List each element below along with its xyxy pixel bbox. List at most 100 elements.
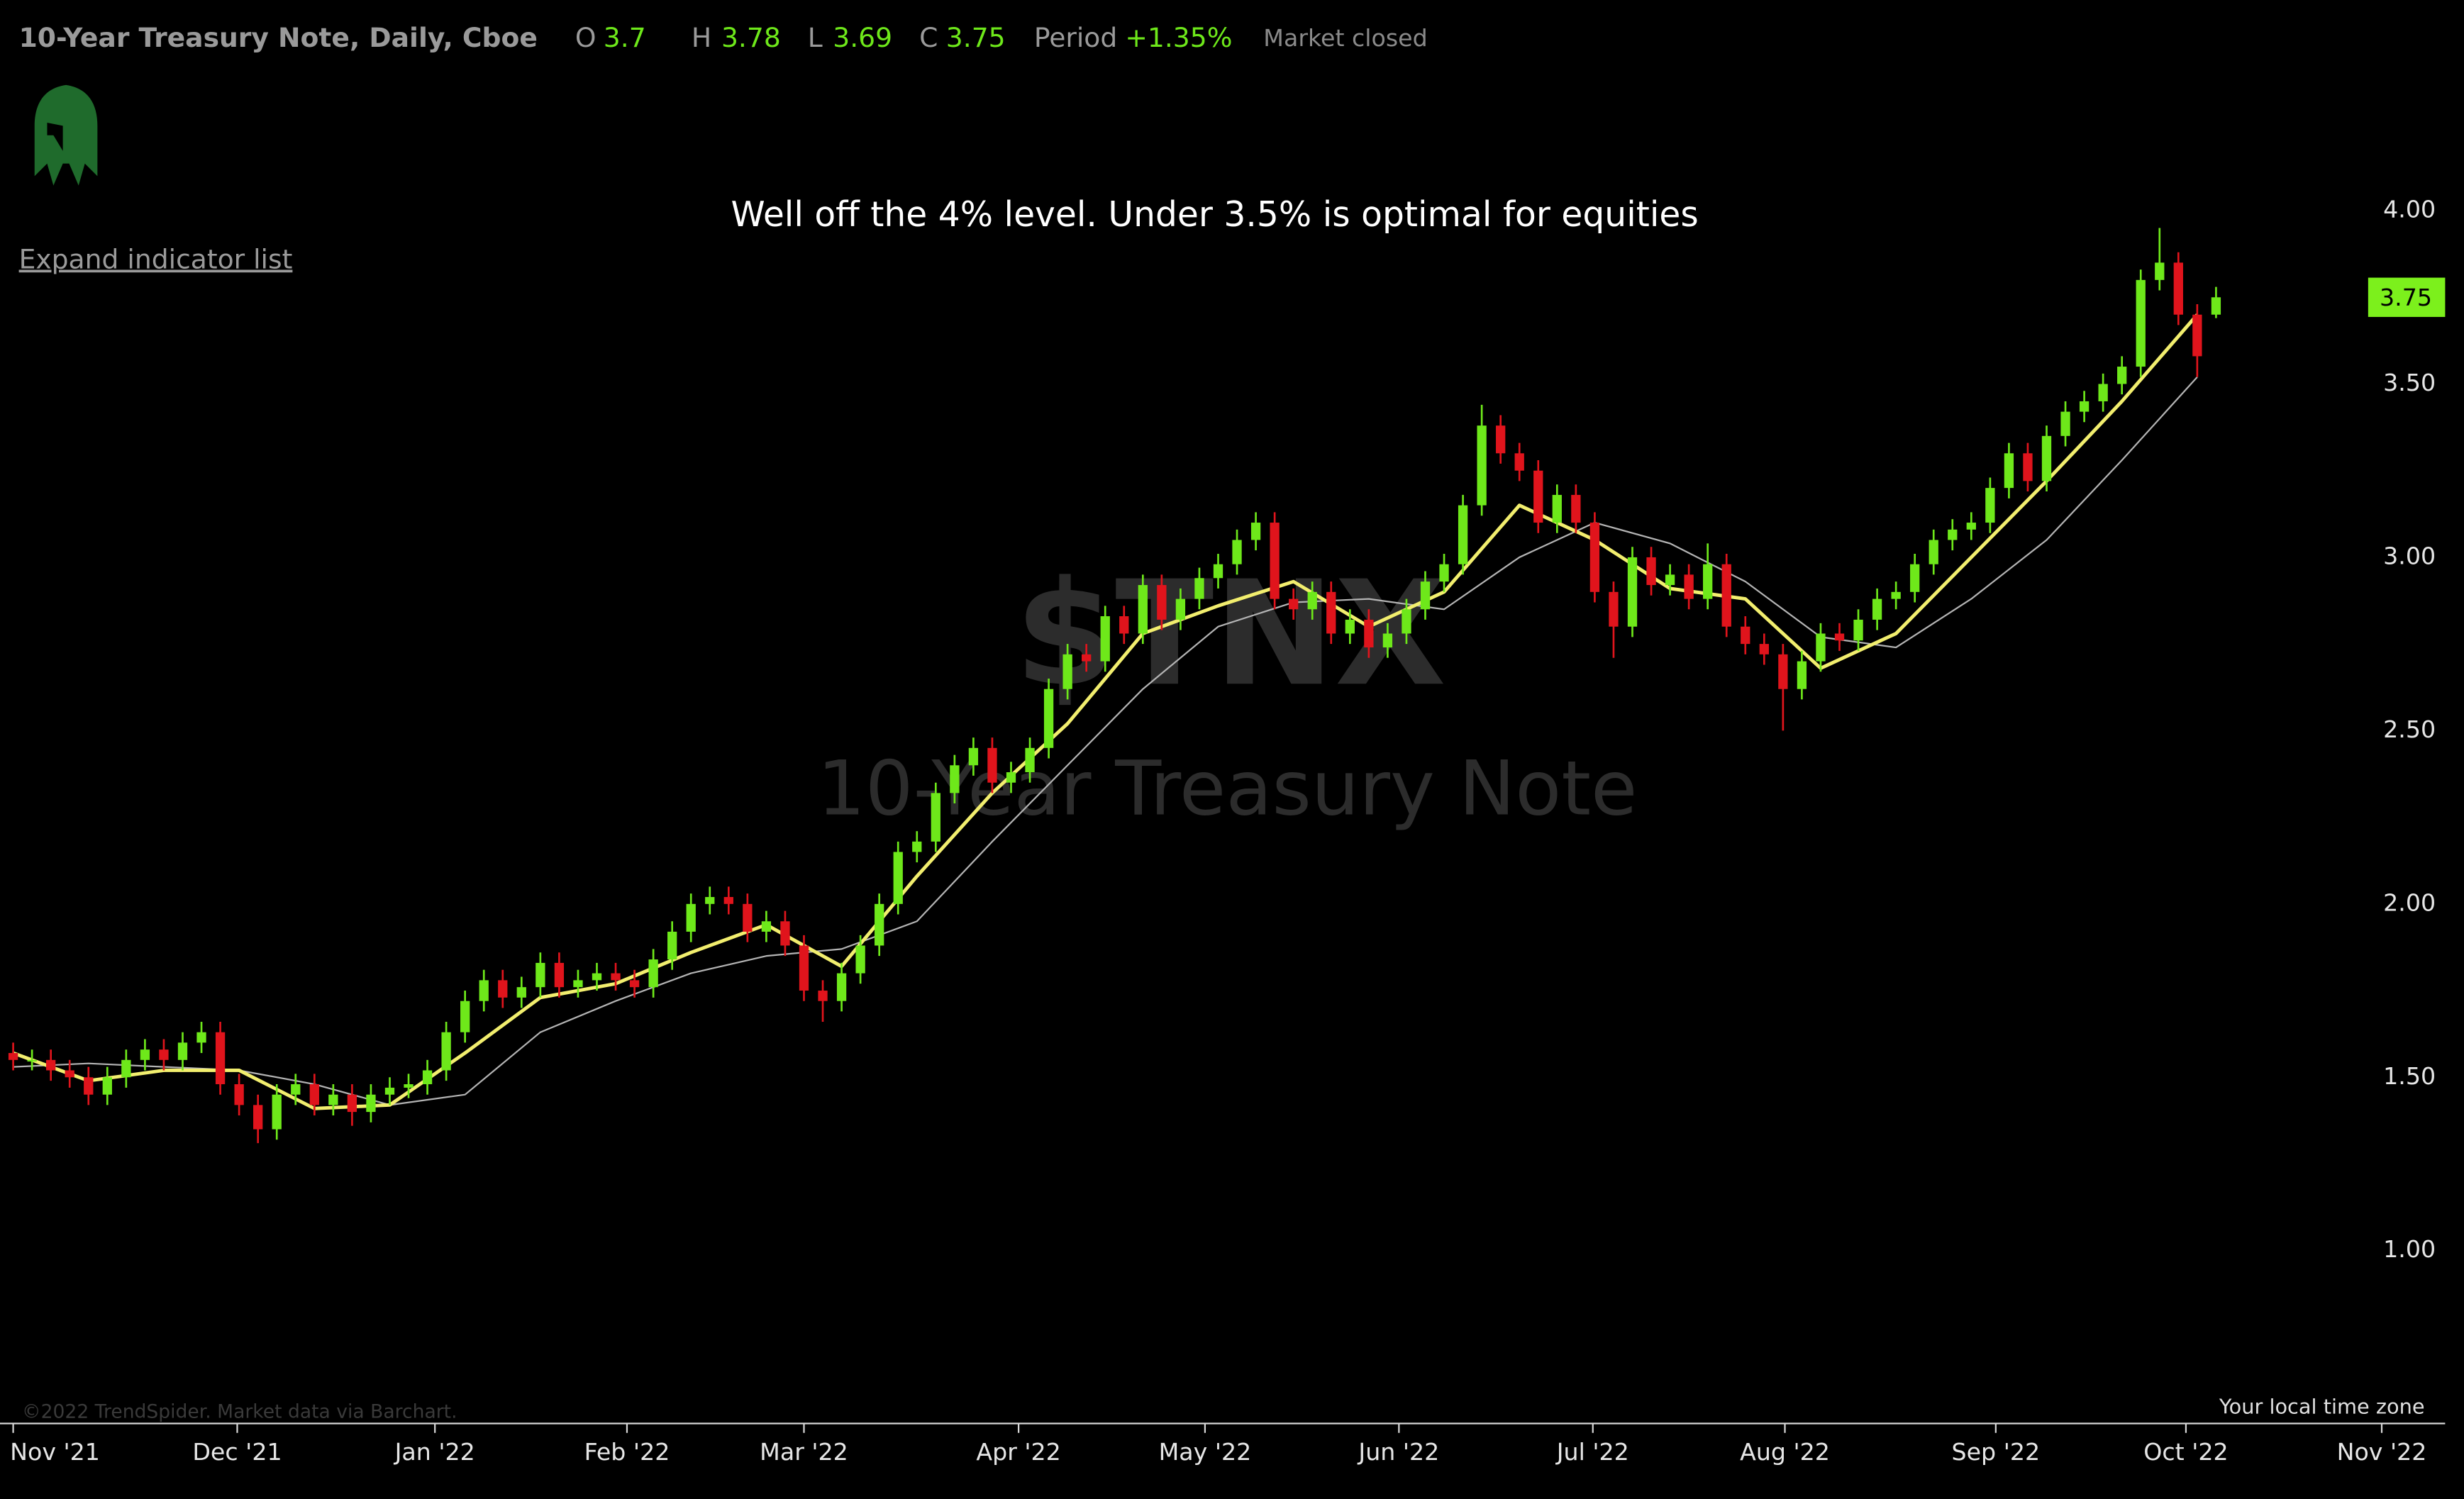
candle-body <box>384 1087 395 1095</box>
candle-body <box>1589 523 1600 592</box>
y-tick-label: 3.00 <box>2383 542 2436 569</box>
close-label: C <box>919 22 938 53</box>
candle-body <box>1533 470 1543 523</box>
price-tag-label: 3.75 <box>2380 284 2432 311</box>
candle-body <box>1364 619 1374 648</box>
candle-body <box>1552 494 1562 523</box>
y-tick-label: 3.50 <box>2383 369 2436 396</box>
candle-body <box>1891 591 1901 599</box>
x-tick-label: May '22 <box>1159 1438 1252 1466</box>
y-tick-label: 2.00 <box>2383 888 2436 916</box>
candle-body <box>950 765 960 793</box>
candle-body <box>366 1094 376 1113</box>
candle-body <box>1100 616 1110 662</box>
y-tick-label: 1.00 <box>2383 1235 2436 1263</box>
price-tag <box>2368 277 2446 317</box>
candle-body <box>1157 585 1167 620</box>
candle-body <box>818 991 828 1001</box>
x-tick-label: Feb '22 <box>584 1438 670 1466</box>
candle-body <box>968 747 979 766</box>
candle-body <box>460 1001 470 1032</box>
watermark-symbol: $TNX <box>1014 550 1446 718</box>
candle-body <box>253 1105 263 1130</box>
candle-body <box>1966 523 1976 530</box>
market-status: Market closed <box>1263 24 1427 52</box>
candle-body <box>761 921 772 932</box>
candle-body <box>2060 411 2070 436</box>
candle-body <box>404 1084 414 1088</box>
time-zone: Your local time zone <box>2219 1394 2425 1418</box>
candle-body <box>1665 574 1675 586</box>
candle-body <box>535 962 545 988</box>
candle-body <box>291 1084 301 1095</box>
candle-body <box>648 959 658 988</box>
candle-body <box>102 1077 112 1095</box>
x-tick-label: Mar '22 <box>760 1438 848 1466</box>
candle-body <box>234 1084 244 1105</box>
candle-body <box>328 1094 338 1105</box>
logo <box>34 84 98 186</box>
open-value: 3.7 <box>604 22 646 53</box>
candle-body <box>84 1077 94 1095</box>
candle-body <box>1627 557 1638 627</box>
candle-body <box>592 973 602 981</box>
candle-body <box>1138 585 1148 634</box>
copyright: ©2022 TrendSpider. Market data via Barch… <box>22 1400 457 1422</box>
candle-body <box>931 793 940 842</box>
candle-body <box>516 987 526 998</box>
x-tick-label: Oct '22 <box>2143 1438 2228 1466</box>
period-label: Period <box>1034 22 1117 53</box>
open-label: O <box>575 22 596 53</box>
candle-body <box>855 945 865 974</box>
candle-body <box>2173 262 2183 315</box>
candle-body <box>1402 609 1411 634</box>
candle-body <box>1307 591 1317 610</box>
candle-body <box>2004 453 2014 489</box>
candle-body <box>1119 616 1129 634</box>
plot <box>8 228 2221 1144</box>
candle-body <box>479 980 489 1001</box>
candle-body <box>1420 581 1431 610</box>
candle-body <box>1439 564 1449 582</box>
candle-body <box>1872 598 1882 620</box>
x-tick-label: Dec '21 <box>192 1438 282 1466</box>
candle-body <box>159 1049 169 1060</box>
candle-body <box>1948 529 1958 540</box>
candle-body <box>2211 297 2221 315</box>
candle-body <box>1816 633 1826 662</box>
candle-body <box>215 1032 226 1085</box>
candle-body <box>987 747 997 783</box>
candle-body <box>1571 494 1581 523</box>
candle-body <box>1496 425 1506 454</box>
ohlc-header: O 3.7 H 3.78 L 3.69 C 3.75 Period +1.35%… <box>575 22 1428 53</box>
candle-body <box>27 1059 37 1062</box>
candle-body <box>1006 772 1016 783</box>
x-tick-label: Sep '22 <box>1952 1438 2041 1466</box>
period-change: +1.35% <box>1125 22 1232 53</box>
candle-body <box>611 973 621 981</box>
y-tick-label: 4.00 <box>2383 196 2436 223</box>
x-tick-label: Jul '22 <box>1555 1438 1629 1466</box>
candle-body <box>705 897 715 904</box>
candle-body <box>1345 619 1355 634</box>
candle-body <box>1382 633 1393 648</box>
candle-body <box>140 1049 150 1060</box>
candle-body <box>422 1070 433 1085</box>
candle-body <box>1797 661 1807 689</box>
candle-body <box>1082 654 1092 662</box>
candle-body <box>272 1094 282 1130</box>
expand-indicator-list[interactable]: Expand indicator list <box>19 243 293 274</box>
candle-body <box>8 1053 18 1060</box>
candle-body <box>309 1084 319 1105</box>
candle-body <box>1703 564 1713 599</box>
candle-body <box>2098 384 2108 401</box>
close-value: 3.75 <box>946 22 1006 53</box>
axes: 1.00 1.50 2.00 2.50 3.00 3.50 4.00 Nov '21 Dec '… <box>10 196 2446 1466</box>
candle-body <box>1609 591 1619 627</box>
x-tick-label: Apr '22 <box>976 1438 1060 1466</box>
candle-body <box>1270 523 1280 599</box>
candle-body <box>1289 598 1299 610</box>
candle-body <box>1326 591 1336 634</box>
